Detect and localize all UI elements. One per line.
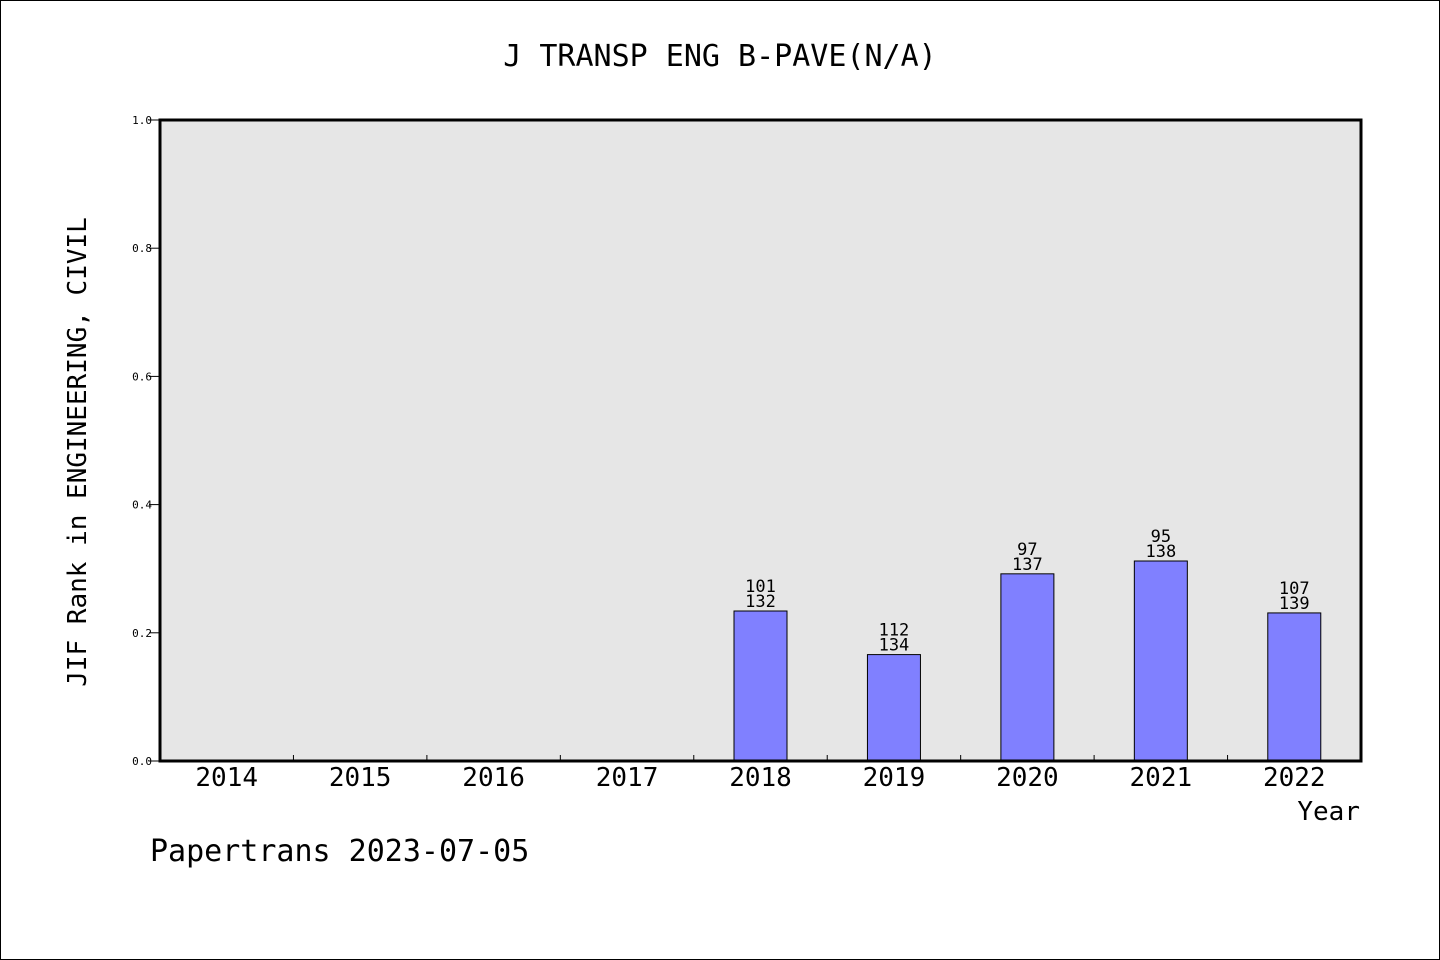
bar-rank-label: 95 (1151, 527, 1171, 547)
bar (1267, 612, 1322, 762)
chart-title: J TRANSP ENG B-PAVE(N/A) (503, 39, 936, 74)
footer-text: Papertrans 2023-07-05 (150, 834, 530, 869)
bar-total-label: 134 (879, 636, 910, 656)
bar-total-label: 132 (745, 592, 776, 612)
bar-rank-label: 101 (745, 577, 776, 597)
bar-total-label: 137 (1012, 555, 1043, 575)
plot-border (158, 118, 1363, 763)
bars-group (733, 560, 1322, 762)
x-tick-label: 2021 (1130, 763, 1193, 793)
y-tick-label: 0.6 (132, 370, 152, 383)
bar (1000, 573, 1055, 762)
bar-total-label: 138 (1145, 542, 1176, 562)
x-axis: 2014 2015 2016 2017 2018 2019 2020 2021 2022 (195, 755, 1326, 793)
x-tick-label: 2015 (329, 763, 392, 793)
y-axis-label: JIF Rank in ENGINEERING, CIVIL (63, 217, 93, 687)
x-tick-label: 2019 (863, 763, 926, 793)
bar (866, 654, 921, 762)
x-tick-label: 2022 (1263, 763, 1326, 793)
y-axis: 0.0 0.2 0.4 0.6 0.8 1.0 (132, 114, 160, 768)
x-tick-label: 2020 (996, 763, 1059, 793)
x-axis-label: Year (1297, 797, 1360, 827)
y-tick-label: 0.8 (132, 242, 152, 255)
bar-total-label: 139 (1279, 594, 1310, 614)
y-tick-label: 0.0 (132, 755, 152, 768)
x-tick-label: 2016 (462, 763, 525, 793)
bar-rank-label: 112 (879, 621, 910, 641)
y-tick-label: 0.2 (132, 627, 152, 640)
bar (1133, 560, 1188, 762)
x-tick-label: 2017 (596, 763, 659, 793)
y-tick-label: 0.4 (132, 499, 152, 512)
bar-rank-label: 107 (1279, 579, 1310, 599)
x-tick-label: 2014 (195, 763, 258, 793)
bar (733, 610, 788, 762)
x-tick-label: 2018 (729, 763, 792, 793)
y-tick-label: 1.0 (132, 114, 152, 127)
bar-rank-label: 97 (1017, 540, 1037, 560)
